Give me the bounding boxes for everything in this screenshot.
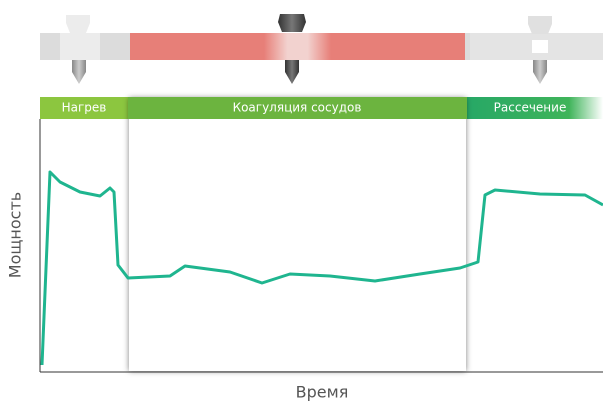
phase-label: Коагуляция сосудов: [233, 101, 362, 115]
power-curve: [40, 170, 603, 366]
phase-coagulation-top: [128, 97, 467, 119]
y-axis-label: Мощность: [6, 192, 25, 278]
phase-label: Рассечение: [494, 101, 567, 115]
phase-cutting: [467, 97, 603, 119]
phase-label: Нагрев: [62, 101, 107, 115]
x-axis-label: Время: [296, 383, 349, 402]
tissue-illustration: [40, 14, 603, 84]
phase-heating: [40, 97, 128, 119]
